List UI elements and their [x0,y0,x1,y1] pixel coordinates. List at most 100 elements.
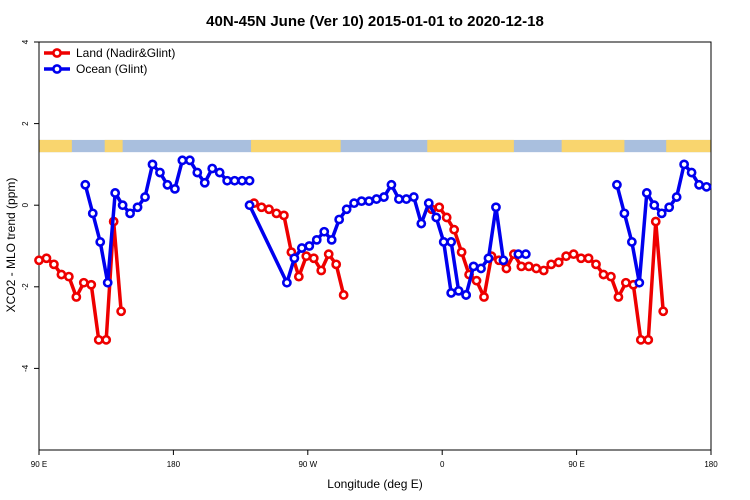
data-point [95,237,106,247]
axis-ticks: 90 E 180 90 W 0 90 E 180 -4 -2 0 2 4 [21,39,718,469]
data-point [561,251,572,262]
x-tick-label: 180 [704,460,718,469]
series-0 [34,198,669,345]
data-point [591,259,601,270]
data-point [78,277,89,288]
data-point [446,237,457,247]
data-point [199,177,210,188]
data-point [434,202,445,213]
data-point [456,247,467,258]
data-point [162,179,173,190]
data-point [341,204,352,215]
data-point [308,253,319,264]
data-point [471,275,482,286]
land-strip-segment [251,139,341,153]
data-point [34,255,44,266]
data-point [626,237,637,247]
x-tick-label: 180 [167,460,181,469]
data-point [664,202,675,213]
data-point [393,194,404,204]
data-point [438,237,449,247]
legend-marker [52,48,62,58]
legend-entry: Land (Nadir&Glint) [76,46,175,60]
data-point [498,255,509,266]
data-point [501,263,512,274]
data-point [110,188,121,198]
data-point [416,218,427,229]
data-point [513,249,524,260]
data-point [49,259,59,270]
series-1 [80,155,712,300]
data-point [671,192,682,202]
data-point [116,306,127,317]
data-point [446,288,457,298]
data-point [147,159,158,170]
data-point [568,249,579,260]
y-tick-label: -4 [21,364,30,372]
data-point [256,202,267,213]
data-point [546,259,557,270]
land-strip-segment [39,139,72,153]
data-point [401,194,412,204]
data-point [101,334,112,345]
data-point [679,159,690,170]
data-point [431,212,442,223]
data-point [169,183,180,194]
data-point [516,261,527,272]
data-point [479,292,489,302]
x-tick-label: 90 E [31,460,47,469]
legend-entry: Ocean (Glint) [76,62,147,76]
data-point [449,224,460,235]
series-line [464,205,506,296]
data-point [453,285,464,296]
data-point [634,277,645,288]
data-point [334,214,345,225]
series-line [615,162,707,285]
data-point [289,253,300,264]
data-point [386,179,397,190]
data-point [553,257,564,268]
chart-title: 40N-45N June (Ver 10) 2015-01-01 to 2020… [206,13,544,30]
data-point [338,290,349,300]
y-tick-label: 2 [21,121,30,126]
data-point [132,202,143,213]
data-point [408,192,419,202]
data-point [192,167,203,178]
data-point [311,234,322,245]
data-point [244,175,255,186]
land-strip-segment [561,139,625,153]
data-point [371,194,382,204]
data-point [483,253,494,264]
data-point [177,155,188,166]
data-point [349,198,359,209]
data-point [117,200,128,211]
data-point [606,271,616,282]
land-strip-segment [427,139,514,153]
x-axis-label: Longitude (deg E) [327,477,422,491]
data-point [244,200,255,211]
data-point [125,208,135,219]
data-point [598,269,609,280]
data-point [364,196,374,207]
land-ocean-strip [39,139,711,153]
data-point [184,155,195,166]
plot-area [38,41,712,451]
legend: Land (Nadir&Glint) Ocean (Glint) [44,46,175,76]
data-point [319,226,330,237]
data-point [87,208,98,219]
ocean-strip [39,139,711,153]
data-point [635,334,646,345]
data-point [80,179,91,190]
data-point [441,212,452,223]
data-point [686,167,697,178]
data-point [538,265,549,276]
y-axis-label: XCO2 - MLO trend (ppm) [4,178,18,313]
data-point [650,216,661,227]
data-point [271,208,282,219]
data-point [155,167,165,178]
data-point [612,179,622,190]
data-point [520,249,531,260]
y-tick-label: 0 [21,202,30,207]
data-point [379,192,389,202]
x-tick-label: 90 E [568,460,584,469]
